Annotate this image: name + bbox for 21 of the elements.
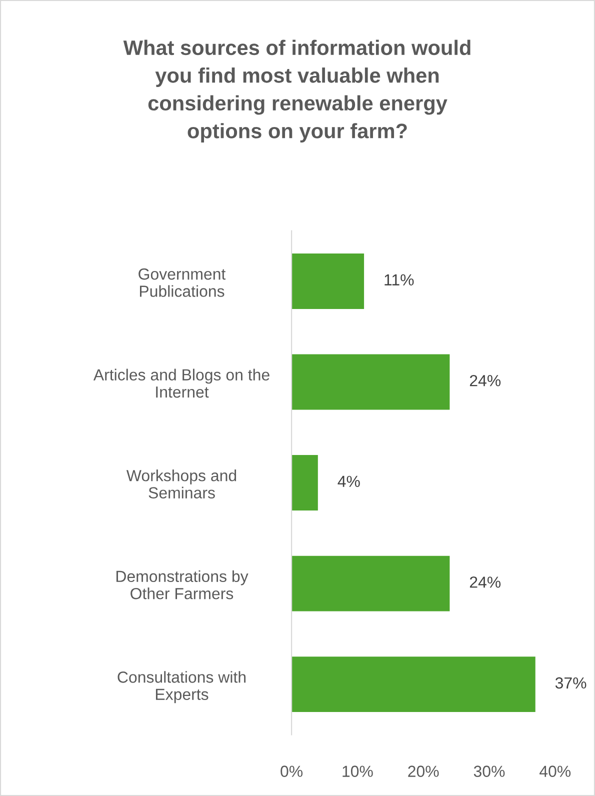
bar <box>292 254 364 309</box>
y-tick-label: Workshops and Seminars <box>126 470 236 498</box>
chart-title: What sources of information would you find most valuable when considering renewable energy options on your farm? <box>123 40 470 142</box>
x-tick-label: 0% <box>280 766 303 777</box>
x-tick-label: 30% <box>474 766 505 777</box>
data-label: 24% <box>470 576 501 588</box>
bar <box>292 556 450 612</box>
x-tick-label: 10% <box>342 766 373 777</box>
data-label: 24% <box>470 374 501 386</box>
x-tick-label: 20% <box>408 766 439 777</box>
data-label: 37% <box>555 677 586 689</box>
y-tick-label: Articles and Blogs on the Internet <box>93 368 270 398</box>
data-label: 4% <box>338 476 360 487</box>
y-tick-label: Government Publications <box>138 268 226 297</box>
bar <box>292 455 318 510</box>
y-tick-label: Demonstrations by Other Farmers <box>116 570 248 600</box>
y-tick-label: Consultations with Experts <box>118 671 246 704</box>
data-label: 11% <box>384 274 414 286</box>
x-tick-label: 40% <box>540 766 571 777</box>
bar <box>292 354 450 410</box>
bar <box>292 656 536 712</box>
